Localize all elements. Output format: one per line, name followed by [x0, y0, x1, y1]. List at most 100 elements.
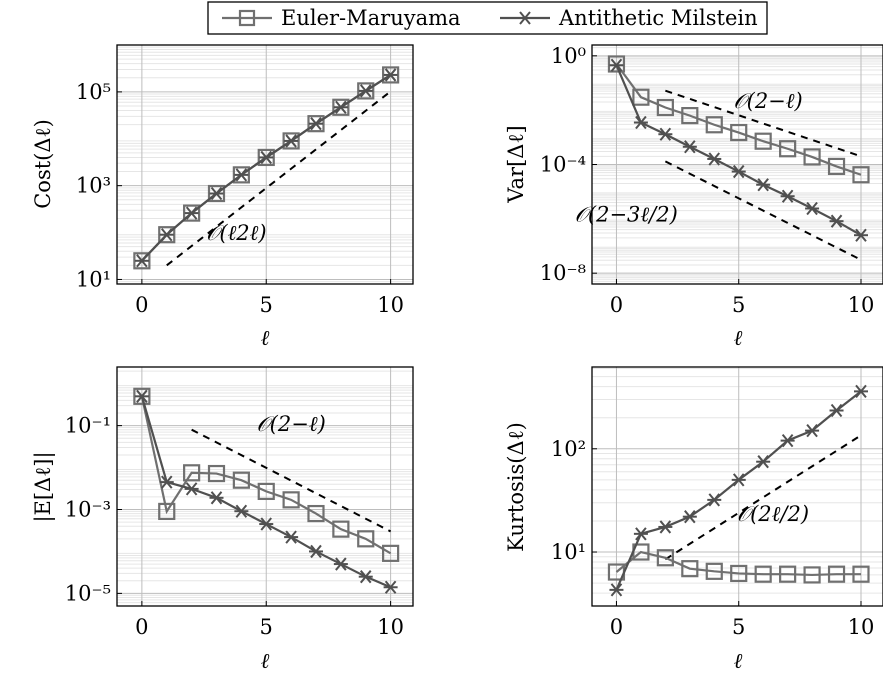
marker-square	[705, 116, 723, 134]
x-tick-label: 0	[135, 615, 148, 639]
marker-star	[780, 189, 795, 203]
y-tick-label: 10²	[551, 437, 586, 461]
star-stroke	[384, 580, 397, 594]
y-tick-label: 10⁻¹	[65, 414, 111, 438]
marker-square	[307, 504, 325, 523]
ylabel-cost: Cost(Δℓ)	[31, 119, 55, 209]
marker-star	[284, 530, 299, 544]
y-tick-label: 10⁻⁵	[65, 581, 111, 605]
series-euler	[607, 543, 870, 584]
marker-star	[333, 100, 348, 114]
xlabel-mean: ℓ	[261, 649, 270, 673]
series-euler	[607, 55, 870, 184]
y-tick-label: 10³	[76, 174, 111, 198]
legend-marker-star	[518, 11, 532, 25]
star-stroke	[285, 530, 297, 544]
marker-star	[234, 504, 249, 518]
ylabel-variance: Var[Δℓ]	[504, 125, 528, 203]
star-stroke	[210, 491, 223, 505]
marker-square	[232, 166, 250, 184]
star-stroke	[732, 473, 745, 487]
marker-star	[682, 510, 697, 524]
marker-square	[632, 88, 650, 106]
x-tick-label: 10	[377, 293, 404, 317]
star-stroke	[684, 140, 696, 154]
marker-square	[827, 565, 846, 583]
marker-star	[731, 164, 746, 179]
xlabel-variance: ℓ	[734, 326, 743, 350]
marker-star	[756, 178, 771, 192]
marker-star	[159, 228, 174, 242]
marker-star	[234, 168, 249, 182]
marker-square	[779, 140, 797, 158]
marker-square	[779, 565, 797, 583]
star-stroke	[136, 389, 148, 403]
reference-annotation: 𝒪(2−ℓ)	[256, 412, 325, 436]
marker-square	[730, 123, 748, 142]
grid-mean	[117, 367, 413, 606]
axes-frame-mean	[116, 366, 414, 607]
y-tick-label: 10⁻³	[65, 498, 111, 522]
x-tick-label: 5	[260, 615, 273, 639]
star-stroke	[757, 178, 769, 192]
marker-star	[731, 473, 746, 487]
marker-square	[207, 464, 226, 483]
marker-square	[158, 502, 176, 521]
marker-square	[681, 560, 699, 578]
series-milstein	[609, 58, 868, 242]
star-stroke	[659, 520, 672, 534]
marker-star	[805, 201, 820, 216]
star-stroke	[260, 517, 273, 531]
star-stroke	[185, 482, 198, 496]
reference-annotation: 𝒪(2−3ℓ/2)	[575, 202, 678, 226]
marker-star	[333, 557, 348, 571]
legend-label-euler: Euler-Maruyama	[281, 6, 461, 30]
marker-square	[282, 491, 300, 509]
x-tick-label: 10	[848, 293, 875, 317]
marker-star	[707, 152, 722, 166]
star-stroke	[635, 527, 647, 541]
star-stroke	[732, 164, 745, 179]
star-stroke	[830, 403, 843, 418]
marker-star	[184, 206, 199, 220]
star-stroke	[781, 433, 794, 448]
legend-box	[207, 1, 768, 35]
star-stroke	[708, 493, 721, 507]
y-tick-label: 10⁵	[76, 80, 111, 104]
star-stroke	[335, 557, 347, 571]
marker-square	[852, 166, 870, 184]
marker-square	[307, 115, 325, 133]
marker-star	[756, 455, 771, 469]
marker-square	[705, 562, 723, 580]
star-stroke	[285, 134, 297, 148]
star-stroke	[136, 254, 148, 268]
star-stroke	[855, 228, 867, 242]
star-stroke	[335, 100, 347, 114]
star-stroke	[610, 583, 623, 597]
marker-star	[308, 544, 323, 559]
star-stroke	[830, 214, 843, 228]
reference-annotation: 𝒪(2ℓ/2)	[737, 502, 809, 526]
marker-square	[656, 98, 674, 117]
y-tick-label: 10⁻⁸	[540, 261, 586, 285]
star-stroke	[310, 117, 322, 131]
marker-star	[707, 493, 722, 507]
marker-star	[633, 527, 648, 541]
marker-square	[754, 565, 772, 583]
series-milstein	[134, 68, 398, 268]
grid-cost	[117, 45, 413, 284]
y-tick-label: 10⁰	[551, 44, 586, 68]
star-stroke	[806, 423, 818, 438]
star-stroke	[160, 475, 173, 489]
marker-square	[332, 520, 350, 538]
marker-square	[681, 107, 699, 125]
grid-variance	[592, 45, 883, 284]
marker-square	[332, 98, 350, 116]
x-tick-label: 5	[732, 615, 745, 639]
reference-line	[191, 428, 392, 533]
marker-square	[207, 184, 226, 203]
marker-square	[257, 148, 275, 167]
marker-square	[257, 482, 275, 501]
marker-star	[159, 475, 174, 489]
